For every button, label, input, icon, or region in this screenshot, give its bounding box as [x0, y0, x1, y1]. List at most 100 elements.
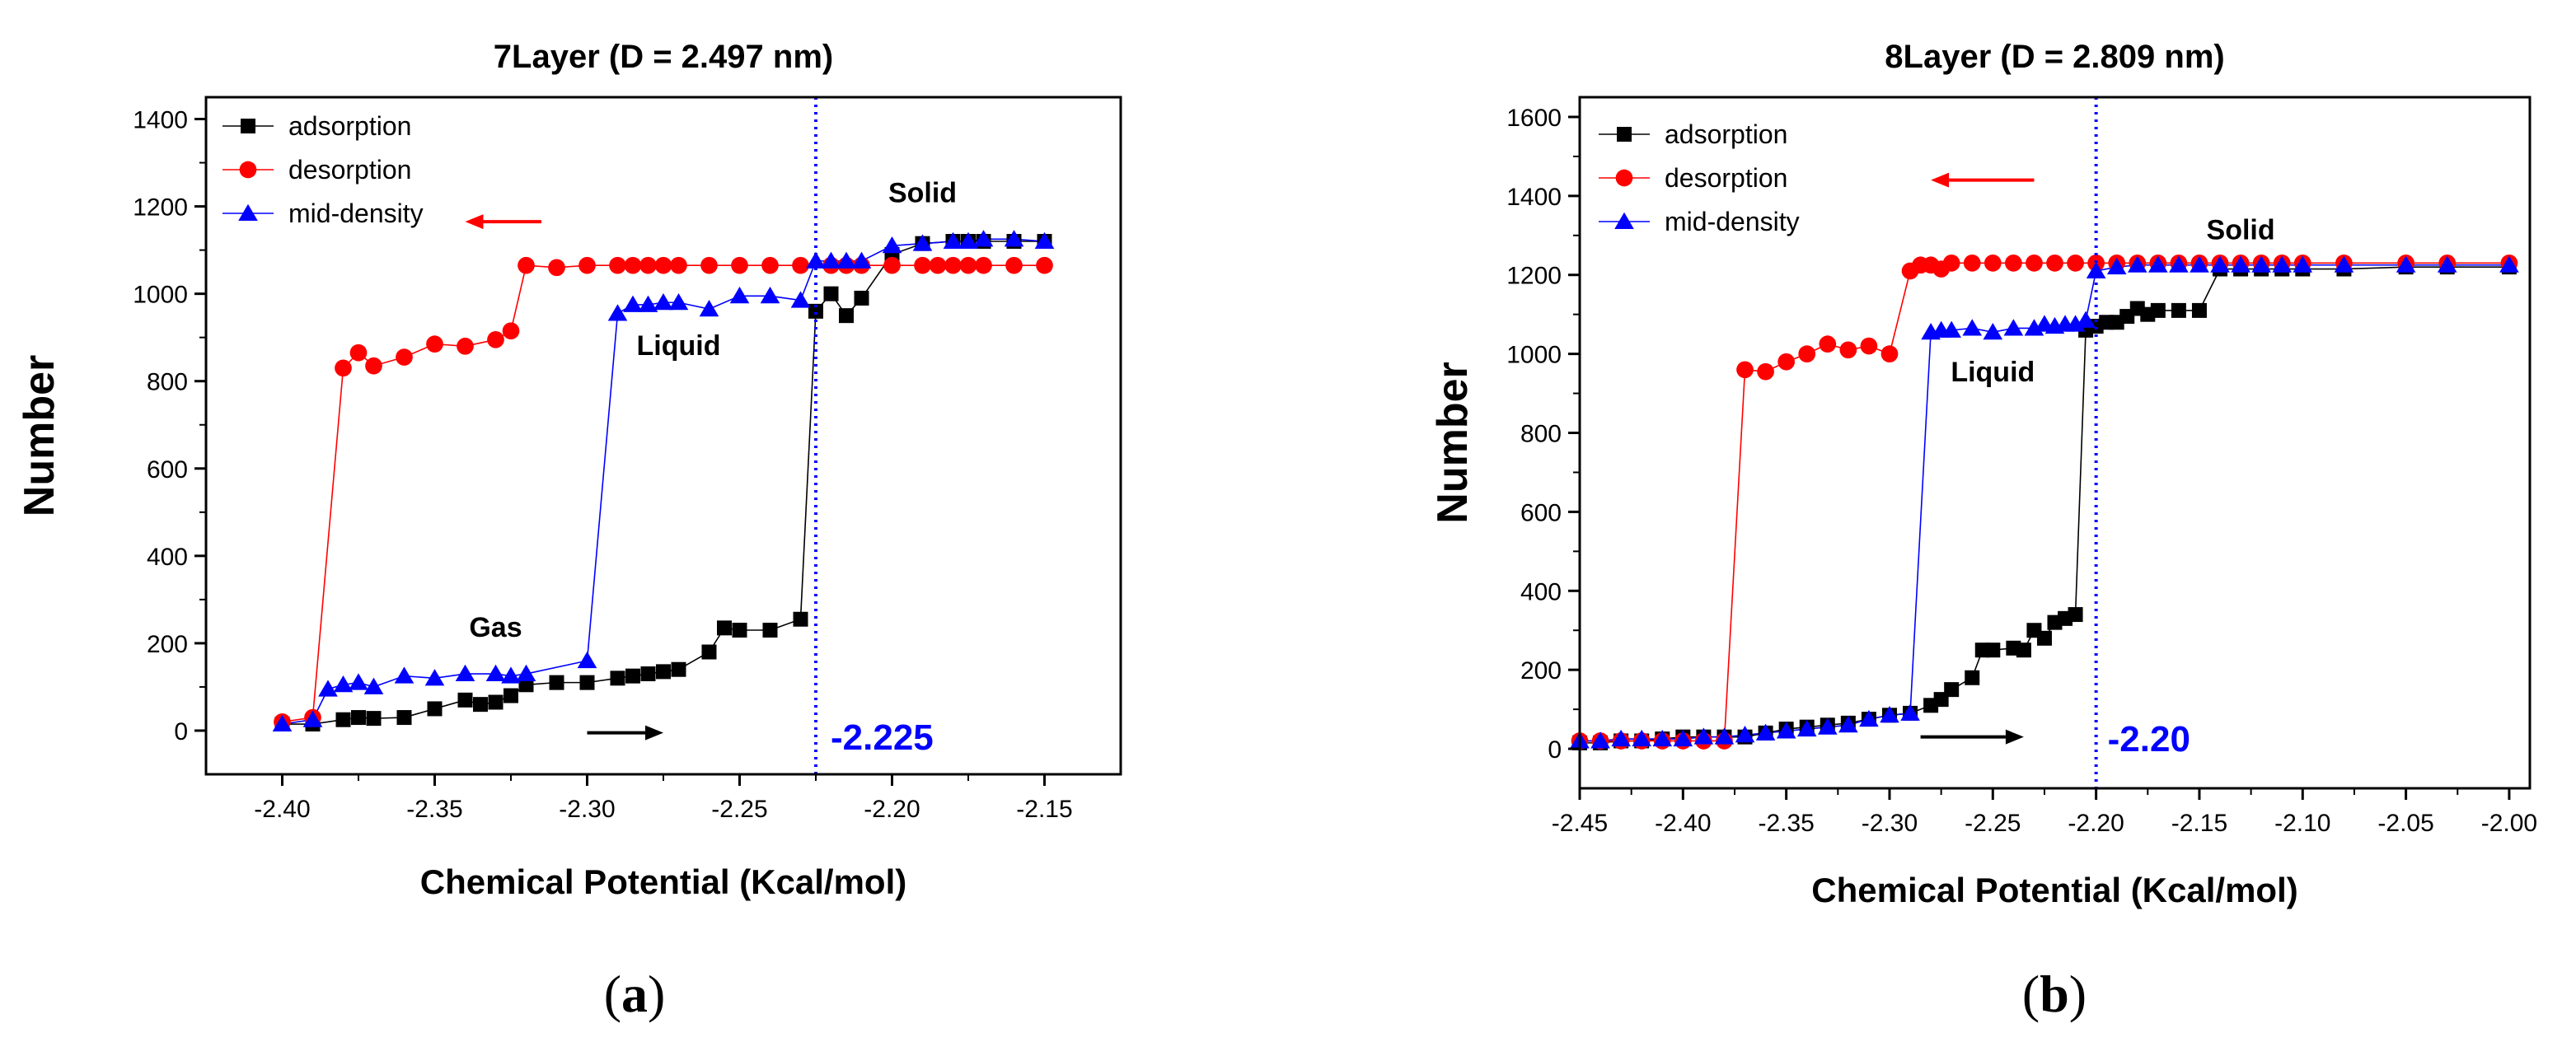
y-tick-label: 600	[147, 456, 188, 484]
data-point	[973, 230, 994, 247]
chart-panel-b: 8Layer (D = 2.809 nm) -2.20 Solid Liquid -2.…	[1429, 39, 2537, 1023]
data-point	[1005, 256, 1023, 274]
data-point	[2171, 302, 2186, 318]
data-point	[790, 291, 811, 308]
data-point	[365, 357, 382, 375]
chart-panel-a: 7Layer (D = 2.497 nm) -2.225 Solid Liquid Ga…	[16, 39, 1122, 1023]
data-point	[473, 697, 488, 713]
data-point	[761, 256, 779, 274]
data-point	[793, 611, 808, 627]
data-point	[1941, 320, 1961, 338]
data-point	[349, 343, 368, 362]
y-tick-label: 200	[1520, 657, 1562, 685]
data-point	[457, 337, 474, 355]
data-point	[349, 673, 368, 690]
data-point	[503, 688, 518, 703]
legend-marker-desorption	[1615, 169, 1633, 187]
data-point	[638, 295, 658, 312]
data-point	[1673, 729, 1693, 747]
y-tick-label: 1200	[133, 194, 188, 222]
data-point	[671, 661, 686, 677]
data-point	[959, 256, 977, 274]
legend-marker-mid-density	[1614, 212, 1634, 229]
y-tick-label: 1000	[1506, 342, 1562, 369]
data-point	[1983, 323, 2003, 340]
data-point	[762, 622, 778, 638]
data-point	[2499, 255, 2519, 273]
data-point	[1757, 362, 1774, 381]
data-point	[363, 677, 384, 694]
phase-label-solid: Solid	[2207, 215, 2275, 246]
panel-paren-open: (	[604, 965, 621, 1023]
series-markers-mid-density	[272, 230, 1055, 732]
data-point	[1034, 231, 1055, 250]
data-point	[609, 256, 626, 274]
data-point	[699, 299, 719, 317]
data-point	[623, 295, 643, 312]
panel-paren-open: (	[2022, 965, 2040, 1023]
data-point	[394, 666, 415, 684]
data-point	[2191, 302, 2207, 318]
data-point	[579, 675, 595, 690]
data-point	[851, 251, 872, 269]
data-point	[1985, 642, 2001, 658]
y-tick-label: 1400	[1506, 184, 1562, 211]
x-axis-label: Chemical Potential (Kcal/mol)	[420, 862, 906, 901]
panel-letter: b	[2040, 965, 2069, 1023]
legend-label-adsorption: adsorption	[1665, 119, 1787, 149]
data-point	[729, 287, 750, 304]
data-point	[2036, 630, 2052, 646]
data-point	[854, 290, 869, 306]
data-point	[1798, 345, 1816, 362]
chart-title: 8Layer (D = 2.809 nm)	[1885, 39, 2224, 75]
x-tick-label: -2.00	[2481, 810, 2537, 837]
data-point	[2127, 255, 2147, 273]
data-point	[1900, 703, 1920, 721]
y-tick-label: 200	[147, 631, 188, 658]
data-point	[1735, 726, 1755, 743]
x-tick-label: -2.25	[711, 796, 767, 823]
x-tick-label: -2.20	[864, 796, 920, 823]
legend-marker-desorption	[239, 161, 257, 179]
data-point	[2076, 311, 2096, 328]
x-tick-label: -2.15	[2171, 810, 2227, 837]
panel-paren-close: )	[2069, 965, 2087, 1023]
y-tick-label: 0	[174, 718, 188, 745]
data-point	[929, 256, 947, 274]
data-point	[806, 251, 826, 269]
data-point	[1859, 709, 1879, 727]
data-point	[1817, 717, 1838, 735]
legend-label-mid-density: mid-density	[1665, 207, 1800, 236]
x-tick-label: -2.30	[559, 796, 615, 823]
x-tick-label: -2.35	[406, 796, 462, 823]
legend-marker-adsorption	[1617, 127, 1632, 142]
data-point	[1984, 255, 2002, 272]
data-point	[2293, 255, 2313, 273]
x-tick-label: -2.45	[1552, 810, 1608, 837]
data-point	[1838, 716, 1858, 733]
left-arrow-head	[1931, 172, 1950, 188]
y-tick-label: 1000	[133, 282, 188, 309]
data-point	[2231, 255, 2250, 273]
x-tick-label: -2.20	[2068, 810, 2124, 837]
data-point	[366, 711, 382, 727]
data-point	[333, 675, 354, 693]
data-point	[457, 692, 473, 708]
data-point	[701, 644, 717, 660]
y-tick-label: 400	[147, 544, 188, 571]
x-tick-label: -2.25	[1965, 810, 2021, 837]
data-point	[1942, 255, 1960, 272]
data-point	[302, 710, 323, 727]
y-axis-label: Number	[1429, 362, 1477, 523]
data-point	[2005, 255, 2022, 272]
data-point	[2106, 257, 2127, 275]
data-point	[501, 666, 521, 684]
data-point	[1880, 706, 1899, 723]
right-arrow-head	[2005, 729, 2024, 745]
plot-frame	[1578, 96, 2532, 790]
data-point	[1819, 335, 1837, 353]
data-point	[549, 675, 564, 690]
legend-marker-mid-density	[238, 203, 258, 221]
data-point	[654, 256, 672, 274]
